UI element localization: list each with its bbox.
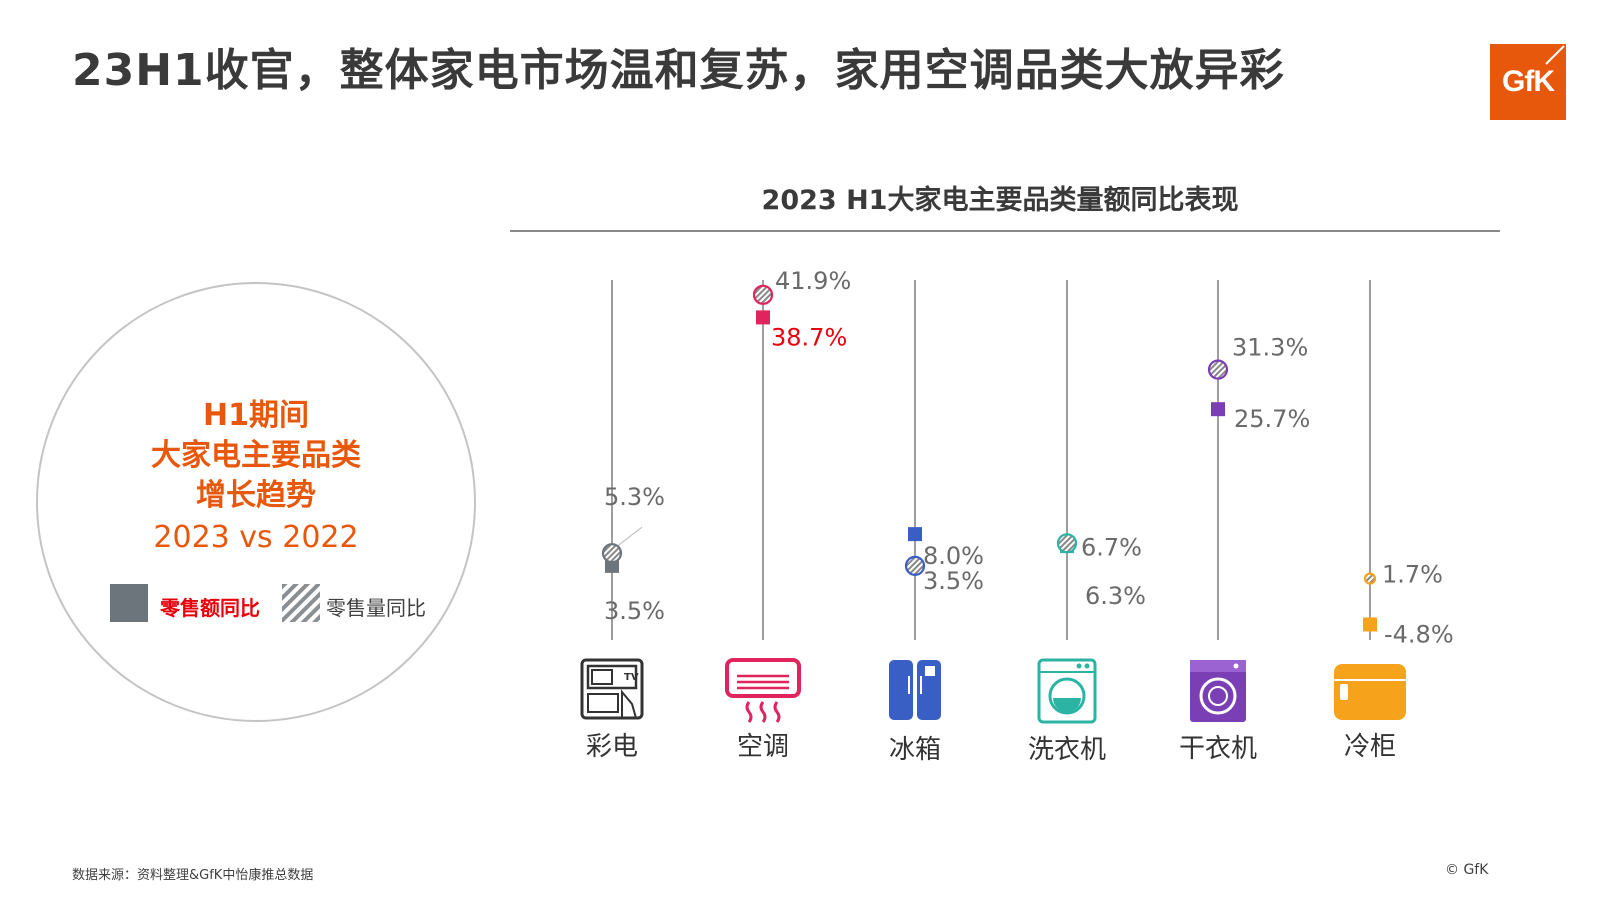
category-label: 空调 <box>737 732 789 762</box>
washer-icon <box>1037 658 1097 724</box>
volume-marker <box>904 555 926 576</box>
volume-marker <box>1207 359 1229 380</box>
volume-label: 31.3% <box>1232 334 1308 362</box>
data-source-note: 数据来源：资料整理&GfK中怡康推总数据 <box>72 868 314 883</box>
gfk-logo: GfK <box>1490 44 1566 120</box>
legend-label-volume: 零售量同比 <box>326 596 426 620</box>
category-label: 彩电 <box>586 732 638 762</box>
volume-marker <box>1363 572 1377 585</box>
value-label: 38.7% <box>771 323 847 351</box>
legend-label-value: 零售额同比 <box>160 596 260 620</box>
summary-years: 2023 vs 2022 <box>153 520 359 555</box>
air-conditioner-icon <box>725 658 801 723</box>
value-label: 6.3% <box>1085 582 1146 610</box>
freezer-icon <box>1334 664 1406 720</box>
volume-label: 1.7% <box>1382 561 1443 589</box>
tv-icon: TV <box>580 658 644 720</box>
chart-title-divider <box>510 230 1500 232</box>
fridge-icon <box>889 660 941 720</box>
volume-label: 41.9% <box>775 267 851 295</box>
logo-corner-line <box>1545 45 1565 65</box>
volume-marker <box>1056 533 1078 554</box>
value-label: -4.8% <box>1384 620 1454 648</box>
category-label: 干衣机 <box>1179 734 1257 764</box>
label-leader-line <box>615 526 643 548</box>
category-label: 冷柜 <box>1344 732 1396 762</box>
volume-label: 6.7% <box>1081 533 1142 561</box>
legend-swatch-volume <box>282 584 320 622</box>
category-label: 冰箱 <box>889 735 941 765</box>
page-title: 23H1收官，整体家电市场温和复苏，家用空调品类大放异彩 <box>72 45 1285 96</box>
summary-circle <box>36 282 476 722</box>
value-label: 8.0% <box>923 542 984 570</box>
summary-line-3: 增长趋势 <box>196 478 316 513</box>
value-marker <box>1211 402 1225 417</box>
value-label: 3.5% <box>604 597 665 625</box>
value-marker <box>1363 617 1377 632</box>
volume-marker <box>752 284 774 305</box>
value-marker <box>756 310 770 325</box>
summary-text: H1期间 大家电主要品类 增长趋势 2023 vs 2022 <box>36 396 476 560</box>
copyright: © GfK <box>1445 862 1489 878</box>
dryer-icon <box>1190 660 1246 722</box>
logo-text: GfK <box>1502 65 1555 98</box>
summary-line-1: H1期间 <box>203 398 309 433</box>
category-label: 洗衣机 <box>1028 735 1106 765</box>
volume-label: 5.3% <box>604 483 665 511</box>
summary-line-2: 大家电主要品类 <box>151 438 361 473</box>
value-label: 25.7% <box>1234 405 1310 433</box>
volume-label: 3.5% <box>923 567 984 595</box>
legend-swatch-value <box>110 584 148 622</box>
svg-text:TV: TV <box>624 672 639 683</box>
volume-marker <box>601 543 623 564</box>
value-marker <box>908 527 922 542</box>
chart-title: 2023 H1大家电主要品类量额同比表现 <box>761 185 1239 216</box>
